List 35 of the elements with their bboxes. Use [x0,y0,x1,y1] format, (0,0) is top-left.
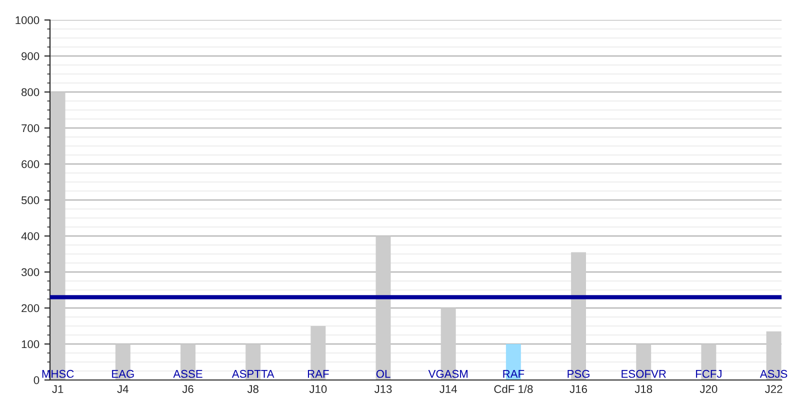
annotation: PSG [568,370,590,378]
x-tick-label: J6 [182,385,194,394]
y-tick-label: 0 [34,376,40,384]
annotation: ASJS [760,370,788,378]
annotation: RAF [503,370,524,378]
x-tick-label: J14 [440,385,457,394]
x-tick-label: J10 [309,385,327,394]
y-tick-label: 600 [22,160,40,168]
y-tick-label: 900 [22,52,40,60]
y-tick-label: 700 [22,124,40,132]
x-tick-label: J22 [765,385,782,394]
y-tick-label: 100 [22,340,40,348]
y-tick-label: 300 [21,268,40,276]
annotation: RAF [308,370,329,378]
annotation: FCFJ [696,370,722,378]
x-tick-label: J4 [117,385,128,394]
annotation: OL [376,370,390,378]
x-tick-label: J1 [52,385,64,394]
y-tick-label: 500 [21,196,40,204]
annotation: ASPTTA [232,370,274,378]
y-tick-label: 800 [22,88,40,96]
y-tick-label: 200 [22,304,40,312]
x-tick-label: CdF 1/8 [494,384,533,394]
x-tick-label: J20 [700,385,718,394]
y-tick-label: 400 [21,232,40,240]
annotation: ASSE [173,370,202,378]
annotation: EAG [112,370,134,378]
annotation: ESOFVR [622,370,666,378]
x-tick-label: J13 [374,385,392,394]
x-tick-label: J8 [247,385,258,394]
x-tick-label: J18 [634,385,652,394]
x-tick-label: J16 [570,385,587,394]
annotation: VGASM [428,370,468,378]
bar [376,236,391,380]
y-tick-label: 1000 [16,16,40,24]
